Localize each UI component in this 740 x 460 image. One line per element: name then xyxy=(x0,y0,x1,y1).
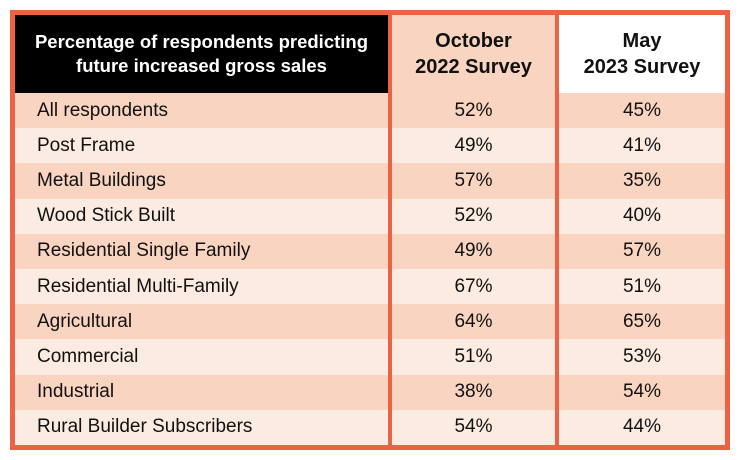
row-value-october-2022: 49% xyxy=(388,128,555,164)
table-title-line1: Percentage of respondents predicting xyxy=(34,31,369,52)
row-label: Post Frame xyxy=(37,134,136,156)
table-title-cell: Percentage of respondents predicting fut… xyxy=(15,15,388,93)
table-row: Agricultural 64% 65% xyxy=(15,304,725,340)
table-row: Industrial 38% 54% xyxy=(15,374,725,410)
table-row: Residential Multi-Family 67% 51% xyxy=(15,269,725,305)
table-row: All respondents 52% 45% xyxy=(15,93,725,129)
table-body: All respondents 52% 45% Post Frame 49% 4… xyxy=(15,93,725,446)
column-header-october-2022: October 2022 Survey xyxy=(388,15,555,93)
row-value-october-2022: 67% xyxy=(388,269,555,305)
row-value-october-2022: 64% xyxy=(388,304,555,340)
row-label: Residential Multi-Family xyxy=(37,275,239,297)
row-label: Residential Single Family xyxy=(37,240,251,262)
row-value-october-2022: 52% xyxy=(388,198,555,234)
column-header-may-line1: May xyxy=(622,30,662,52)
row-value-may-2023: 51% xyxy=(555,269,725,305)
column-header-may-line2: 2023 Survey xyxy=(583,56,701,78)
row-value-may-2023: 40% xyxy=(555,198,725,234)
table-row: Commercial 51% 53% xyxy=(15,339,725,375)
table-row: Metal Buildings 57% 35% xyxy=(15,163,725,199)
row-label: All respondents xyxy=(37,99,168,121)
row-label: Metal Buildings xyxy=(37,170,166,191)
table-row: Wood Stick Built 52% 40% xyxy=(15,198,725,234)
table-title-line2: future increased gross sales xyxy=(76,55,327,76)
column-header-october-line2: 2022 Survey xyxy=(415,56,532,78)
row-value-october-2022: 54% xyxy=(388,409,555,446)
row-label: Rural Builder Subscribers xyxy=(37,416,253,438)
row-value-may-2023: 44% xyxy=(555,409,725,446)
table-row: Post Frame 49% 41% xyxy=(15,128,725,164)
row-label: Industrial xyxy=(37,381,115,403)
row-value-may-2023: 53% xyxy=(555,339,725,375)
row-value-may-2023: 35% xyxy=(555,163,725,199)
survey-table: Percentage of respondents predicting fut… xyxy=(10,10,730,450)
table-row: Residential Single Family 49% 57% xyxy=(15,233,725,270)
table-row: Rural Builder Subscribers 54% 44% xyxy=(15,409,725,446)
row-value-may-2023: 65% xyxy=(555,304,725,340)
column-header-october-line1: October xyxy=(435,30,512,52)
row-value-october-2022: 57% xyxy=(388,163,555,199)
row-value-october-2022: 52% xyxy=(388,93,555,129)
row-value-october-2022: 49% xyxy=(388,233,555,270)
row-label: Wood Stick Built xyxy=(37,205,175,227)
row-label: Commercial xyxy=(37,346,139,368)
row-value-may-2023: 54% xyxy=(555,374,725,410)
row-value-may-2023: 57% xyxy=(555,233,725,270)
row-value-october-2022: 38% xyxy=(388,374,555,410)
row-value-may-2023: 41% xyxy=(555,128,725,164)
row-value-october-2022: 51% xyxy=(388,339,555,375)
column-header-may-2023: May 2023 Survey xyxy=(555,15,725,93)
table-header-row: Percentage of respondents predicting fut… xyxy=(15,15,725,93)
row-label: Agricultural xyxy=(37,310,133,332)
row-value-may-2023: 45% xyxy=(555,93,725,129)
